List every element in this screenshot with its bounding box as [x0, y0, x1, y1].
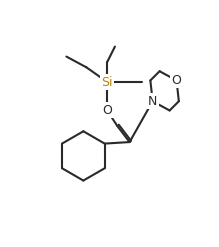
Text: O: O: [172, 74, 182, 87]
Text: Si: Si: [101, 76, 113, 88]
Text: N: N: [148, 95, 157, 108]
Text: O: O: [102, 104, 112, 117]
